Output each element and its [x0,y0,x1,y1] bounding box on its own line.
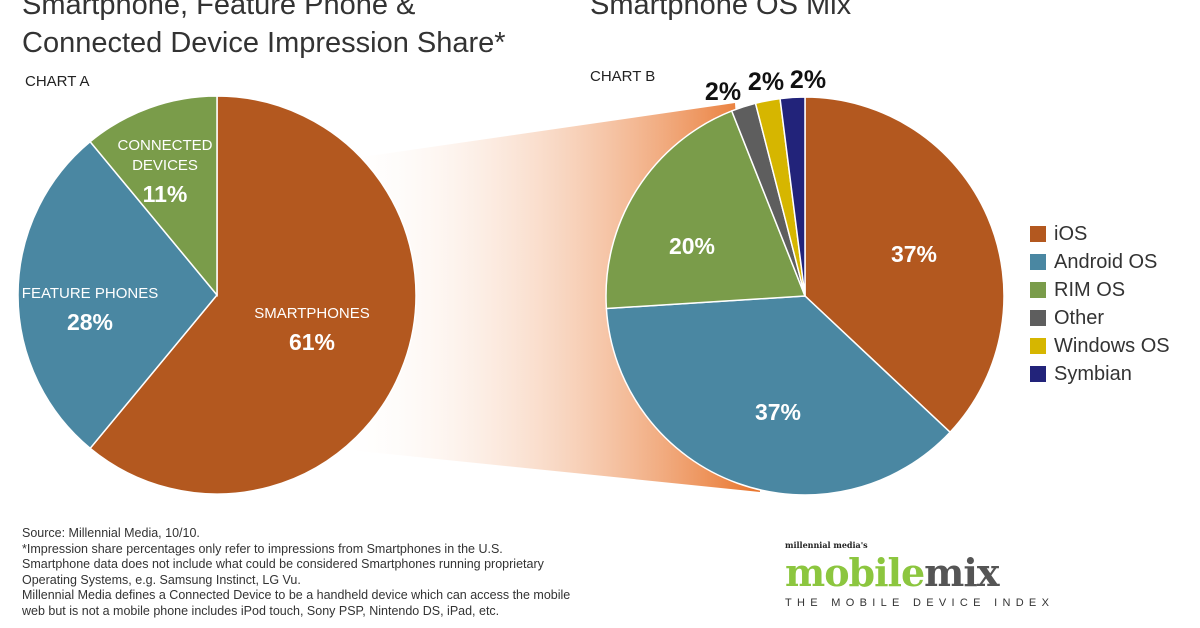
slice-name-label: FEATURE PHONES [22,285,158,302]
footnote: web but is not a mobile phone includes i… [22,603,500,618]
chart-a-title-line2: Connected Device Impression Share* [22,27,506,59]
slice-value-label: 37% [891,241,937,267]
legend-item: RIM OS [1030,277,1125,303]
legend-item: Other [1030,305,1104,331]
pie-slice-feature-phones [17,140,218,450]
pie-slice-android-os [605,295,952,496]
pie-slice-connected-devices [89,95,218,298]
logo-prefix: millennial media's [785,540,868,550]
chart-a-label: CHART A [25,73,90,90]
legend-label: iOS [1054,222,1088,245]
slice-value-label: 11% [143,181,188,207]
logo-tagline: THE MOBILE DEVICE INDEX [785,597,1055,609]
legend-swatch [1030,254,1046,270]
legend-item: Windows OS [1030,333,1170,359]
footnote: Smartphone data does not include what co… [22,557,544,571]
legend-label: Other [1054,306,1105,329]
slice-value-label: 2% [748,68,784,96]
slice-value-label: 20% [669,233,715,259]
pie-slice-smartphones [89,95,417,495]
slice-name-label: DEVICES [132,157,198,174]
slice-value-label: 2% [790,66,826,94]
chart-b-title: Smartphone OS Mix [590,0,852,21]
footnotes: Source: Millennial Media, 10/10. *Impres… [22,526,570,619]
chart-a-title-line1: Smartphone, Feature Phone & [22,0,416,21]
footnote: *Impression share percentages only refer… [22,541,503,556]
slice-name-label: CONNECTED [117,137,212,154]
logo-word1: mobile [785,550,925,595]
legend-item: Android OS [1030,249,1157,275]
slice-value-label: 61% [289,329,335,355]
legend-item: Symbian [1030,361,1132,387]
mobilemix-logo: millennial media's mobilemix THE MOBILE … [785,540,1054,610]
legend-label: RIM OS [1054,278,1126,301]
pie-slice-ios [804,96,1005,434]
pie-slice-symbian [779,96,806,297]
slice-value-label: 28% [67,309,113,335]
legend-label: Windows OS [1054,334,1170,357]
footnote: Operating Systems, e.g. Samsung Instinct… [22,572,301,587]
logo-word2: mix [924,550,999,595]
slice-value-label: 2% [705,78,741,106]
legend-label: Android OS [1054,250,1158,273]
legend-swatch [1030,338,1046,354]
legend-label: Symbian [1054,362,1132,385]
footnote: Millennial Media defines a Connected Dev… [22,588,571,602]
legend-swatch [1030,226,1046,242]
slice-name-label: SMARTPHONES [254,305,370,322]
slice-value-label: 37% [755,399,801,425]
legend-swatch [1030,366,1046,382]
legend-item: iOS [1030,221,1087,247]
legend-swatch [1030,310,1046,326]
chart-b-label: CHART B [590,68,656,85]
footnote: Source: Millennial Media, 10/10. [22,526,200,540]
pie-slice-rim-os [605,110,807,310]
legend-swatch [1030,282,1046,298]
